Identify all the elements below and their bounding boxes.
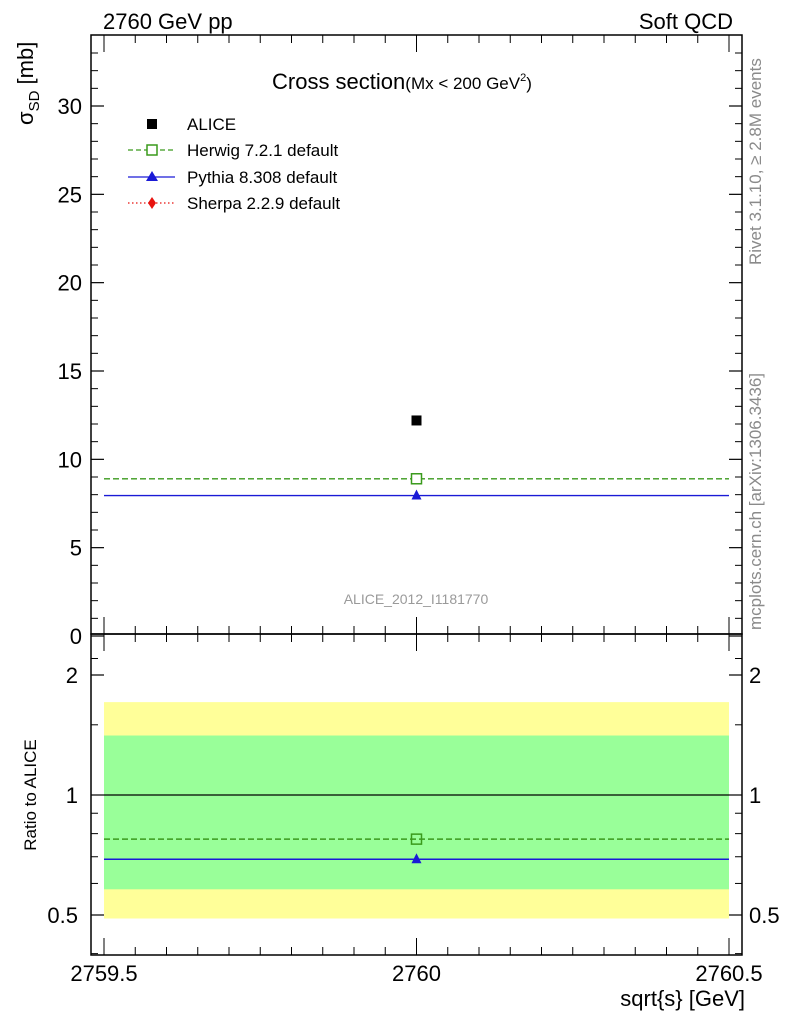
chart-title: Cross section(Mx < 200 GeV2) [272, 69, 532, 94]
main-panel-ticks: 0 5 10 15 20 25 30 [58, 35, 742, 649]
legend-label-pythia: Pythia 8.308 default [187, 168, 338, 187]
ratio-panel-ticks: 2759.5 2760 2760.5 0.5 0.5 1 1 2 2 [47, 634, 780, 986]
ratio-y-tick-label-right: 1 [749, 783, 761, 808]
legend-item-pythia: Pythia 8.308 default [128, 168, 338, 187]
x-tick-label: 2760 [392, 961, 441, 986]
chart-title-main: Cross section [272, 69, 405, 94]
x-tick-label: 2759.5 [70, 961, 137, 986]
ratio-point-herwig [410, 833, 423, 845]
ratio-point-pythia [411, 853, 422, 864]
legend-label-herwig: Herwig 7.2.1 default [187, 141, 338, 160]
data-point-herwig [410, 473, 423, 485]
legend-label-sherpa: Sherpa 2.2.9 default [187, 194, 340, 213]
header-left: 2760 GeV pp [103, 9, 233, 34]
side-note-rivet: Rivet 3.1.10, ≥ 2.8M events [746, 58, 765, 265]
ratio-y-tick-label-right: 0.5 [749, 903, 780, 928]
legend-marker-sherpa [148, 197, 156, 209]
ratio-marks [104, 794, 729, 864]
y-axis-label: σSD [mb] [13, 42, 43, 125]
y-axis-label-sub: SD [26, 90, 43, 111]
data-point-pythia [411, 489, 422, 500]
legend-item-sherpa: Sherpa 2.2.9 default [128, 194, 340, 213]
chart-title-close: ) [526, 74, 532, 93]
ratio-y-label: Ratio to ALICE [21, 739, 40, 851]
ratio-y-tick-label-left: 0.5 [47, 903, 78, 928]
header-right: Soft QCD [639, 9, 733, 34]
legend-marker-herwig [146, 144, 158, 156]
main-panel-marks [104, 415, 729, 500]
data-point-alice [411, 415, 422, 426]
y-tick-label: 25 [58, 182, 82, 207]
uncertainty-band-inner [104, 735, 729, 890]
main-panel: 0 5 10 15 20 25 30 Cross section(Mx < 200 GeV2… [13, 34, 743, 649]
y-tick-label: 10 [58, 447, 82, 472]
y-tick-label: 0 [70, 624, 82, 649]
analysis-id: ALICE_2012_I1181770 [344, 591, 489, 607]
ratio-panel: 2759.5 2760 2760.5 0.5 0.5 1 1 2 2 Ratio to ALIC… [21, 633, 780, 1011]
y-tick-label: 30 [58, 94, 82, 119]
ratio-y-tick-label-right: 2 [749, 663, 761, 688]
ratio-y-tick-label-left: 1 [66, 783, 78, 808]
y-tick-label: 15 [58, 359, 82, 384]
legend: ALICE Herwig 7.2.1 default Pythia 8.308 … [128, 115, 340, 213]
legend-item-herwig: Herwig 7.2.1 default [128, 141, 338, 160]
ratio-bands [104, 702, 729, 919]
chart-title-sup: 2 [520, 72, 526, 84]
x-axis-label: sqrt{s} [GeV] [620, 986, 745, 1011]
x-tick-label: 2760.5 [695, 961, 762, 986]
legend-marker-alice [147, 119, 157, 129]
y-axis-label-unit: [mb] [13, 42, 38, 91]
legend-label-alice: ALICE [187, 115, 236, 134]
ratio-y-tick-label-left: 2 [66, 663, 78, 688]
chart-title-sub: (Mx < 200 GeV [405, 74, 520, 93]
y-tick-label: 20 [58, 271, 82, 296]
y-tick-label: 5 [70, 536, 82, 561]
y-axis-label-sigma: σ [13, 111, 38, 125]
side-note-mcplots: mcplots.cern.ch [arXiv:1306.3436] [746, 373, 765, 630]
legend-marker-pythia [146, 171, 158, 181]
legend-item-alice: ALICE [147, 115, 236, 134]
